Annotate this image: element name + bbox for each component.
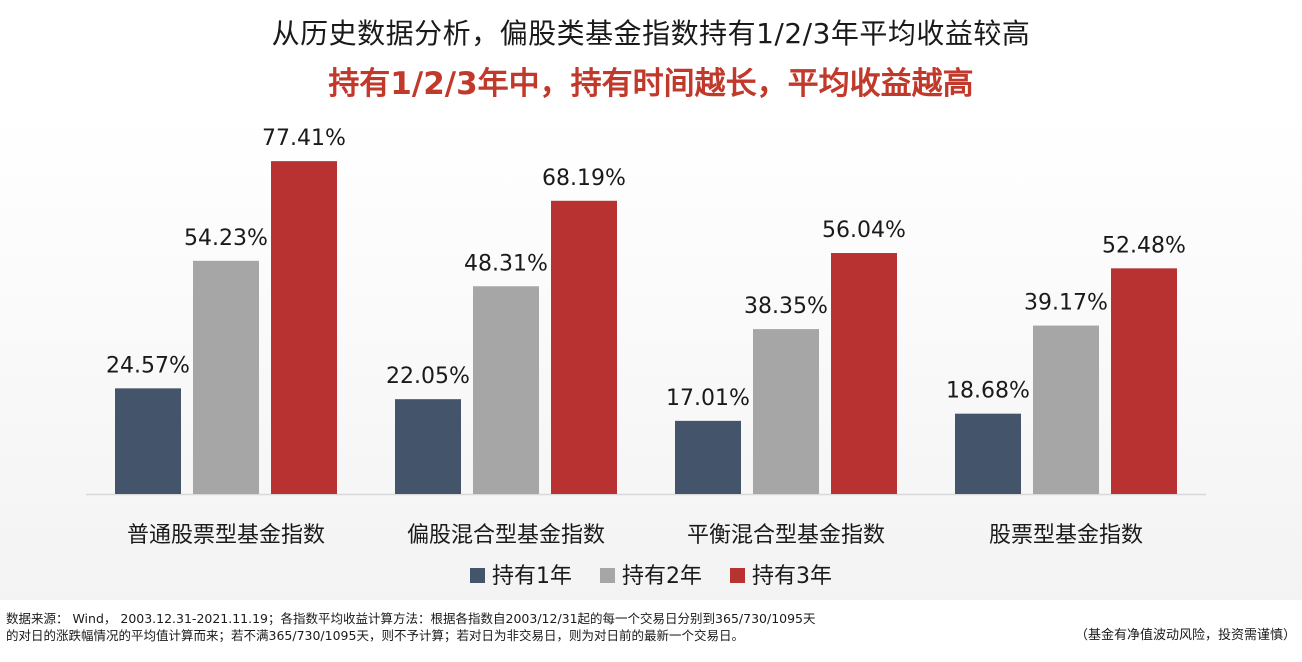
data-label: 52.48%	[1102, 233, 1186, 258]
data-label: 18.68%	[946, 379, 1030, 404]
category-label: 偏股混合型基金指数	[407, 523, 605, 548]
data-label: 22.05%	[386, 364, 470, 389]
footnote-line-2: 的对日的涨跌幅情况的平均值计算而来；若不满365/730/1095天，则不予计算…	[6, 628, 744, 643]
legend-label: 持有1年	[492, 564, 572, 589]
data-label: 17.01%	[666, 386, 750, 411]
bar-3-4	[1111, 268, 1177, 494]
bar-2-2	[473, 286, 539, 494]
legend-label: 持有3年	[752, 564, 832, 589]
data-label: 68.19%	[542, 166, 626, 191]
legend-swatch	[730, 568, 745, 583]
legend-swatch	[600, 568, 615, 583]
category-label: 股票型基金指数	[989, 523, 1143, 548]
bar-3-3	[831, 253, 897, 494]
bar-2-4	[1033, 325, 1099, 494]
bar-1-4	[955, 413, 1021, 494]
legend-label: 持有2年	[622, 564, 702, 589]
data-label: 38.35%	[744, 294, 828, 319]
risk-disclaimer: （基金有净值波动风险，投资需谨慎）	[1074, 628, 1296, 643]
data-label: 39.17%	[1024, 291, 1108, 316]
page-subtitle: 持有1/2/3年中，持有时间越长，平均收益越高	[328, 66, 974, 102]
bar-2-3	[753, 329, 819, 494]
bar-chart: 24.57% 54.23% 77.41% 普通股票型基金指数 22.05% 48.31% 6…	[86, 126, 1206, 589]
bar-3-2	[551, 200, 617, 494]
data-label: 56.04%	[822, 218, 906, 243]
footnote-line-1: 数据来源： Wind， 2003.12.31-2021.11.19；各指数平均收…	[6, 611, 816, 626]
bar-2-1	[193, 260, 259, 494]
data-label: 54.23%	[184, 226, 268, 251]
bar-3-1	[271, 161, 337, 494]
data-label: 77.41%	[262, 126, 346, 151]
bar-1-3	[675, 420, 741, 494]
category-label: 普通股票型基金指数	[127, 523, 325, 548]
data-label: 24.57%	[106, 353, 190, 378]
footnote: 数据来源： Wind， 2003.12.31-2021.11.19；各指数平均收…	[6, 610, 1298, 644]
bar-1-2	[395, 399, 461, 494]
legend-swatch	[470, 568, 485, 583]
bar-1-1	[115, 388, 181, 494]
page-title: 从历史数据分析，偏股类基金指数持有1/2/3年平均收益较高	[271, 17, 1031, 50]
data-label: 48.31%	[464, 251, 548, 276]
category-label: 平衡混合型基金指数	[687, 523, 885, 548]
